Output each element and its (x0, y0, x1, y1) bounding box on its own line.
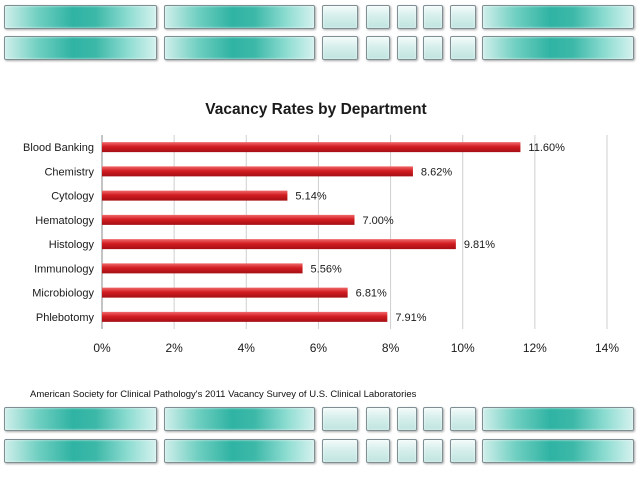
data-label: 7.00% (363, 215, 394, 227)
decor-tile (322, 36, 358, 60)
decor-tile (366, 439, 390, 463)
data-label: 5.14% (295, 191, 326, 203)
data-label: 11.60% (528, 142, 565, 154)
category-label: Blood Banking (23, 142, 94, 154)
bar (102, 311, 388, 322)
decor-tile (366, 5, 390, 29)
data-label: 5.56% (311, 263, 342, 275)
decor-tile (4, 407, 157, 431)
decor-tile (450, 36, 476, 60)
decor-tile (366, 36, 390, 60)
category-label: Hematology (35, 215, 94, 227)
category-label: Histology (49, 239, 95, 251)
decor-tile (4, 439, 157, 463)
decor-tile (4, 5, 157, 29)
x-tick-label: 2% (165, 341, 183, 355)
decor-tile (482, 407, 634, 431)
chart-title: Vacancy Rates by Department (205, 101, 426, 118)
bar (102, 263, 303, 274)
x-tick-label: 12% (523, 341, 547, 355)
decor-tile (397, 5, 417, 29)
x-tick-label: 10% (451, 341, 475, 355)
decor-tile (322, 439, 358, 463)
bar (102, 214, 355, 225)
decor-tile (397, 407, 417, 431)
x-tick-label: 6% (310, 341, 328, 355)
decor-tile (423, 5, 443, 29)
bar (102, 287, 348, 298)
x-tick-label: 8% (382, 341, 400, 355)
decor-tile (450, 439, 476, 463)
decor-tile (423, 407, 443, 431)
category-label: Immunology (34, 263, 94, 275)
decor-tile (164, 439, 315, 463)
decor-tile (450, 5, 476, 29)
decor-tile (397, 36, 417, 60)
decor-tile (322, 5, 358, 29)
decor-tile (423, 36, 443, 60)
decor-tile (423, 439, 443, 463)
bar (102, 142, 521, 153)
bar (102, 239, 456, 250)
data-label: 6.81% (356, 288, 387, 300)
source-note: American Society for Clinical Pathology'… (30, 389, 417, 400)
decor-tile (482, 36, 634, 60)
x-tick-label: 14% (595, 341, 619, 355)
category-label: Cytology (51, 191, 94, 203)
category-label: Microbiology (32, 288, 94, 300)
x-tick-label: 0% (93, 341, 111, 355)
bar (102, 166, 413, 177)
decor-tile (482, 5, 634, 29)
data-label: 8.62% (421, 166, 452, 178)
category-label: Chemistry (44, 166, 94, 178)
decor-tile (397, 439, 417, 463)
decor-tile (4, 36, 157, 60)
decor-tile (450, 407, 476, 431)
data-label: 9.81% (464, 239, 495, 251)
data-label: 7.91% (395, 312, 426, 324)
decor-tile (366, 407, 390, 431)
decor-tile (164, 407, 315, 431)
decor-tile (482, 439, 634, 463)
bar (102, 190, 288, 201)
x-tick-label: 4% (238, 341, 256, 355)
decor-tile (322, 407, 358, 431)
decor-tile (164, 5, 315, 29)
decor-tile (164, 36, 315, 60)
category-label: Phlebotomy (36, 312, 95, 324)
